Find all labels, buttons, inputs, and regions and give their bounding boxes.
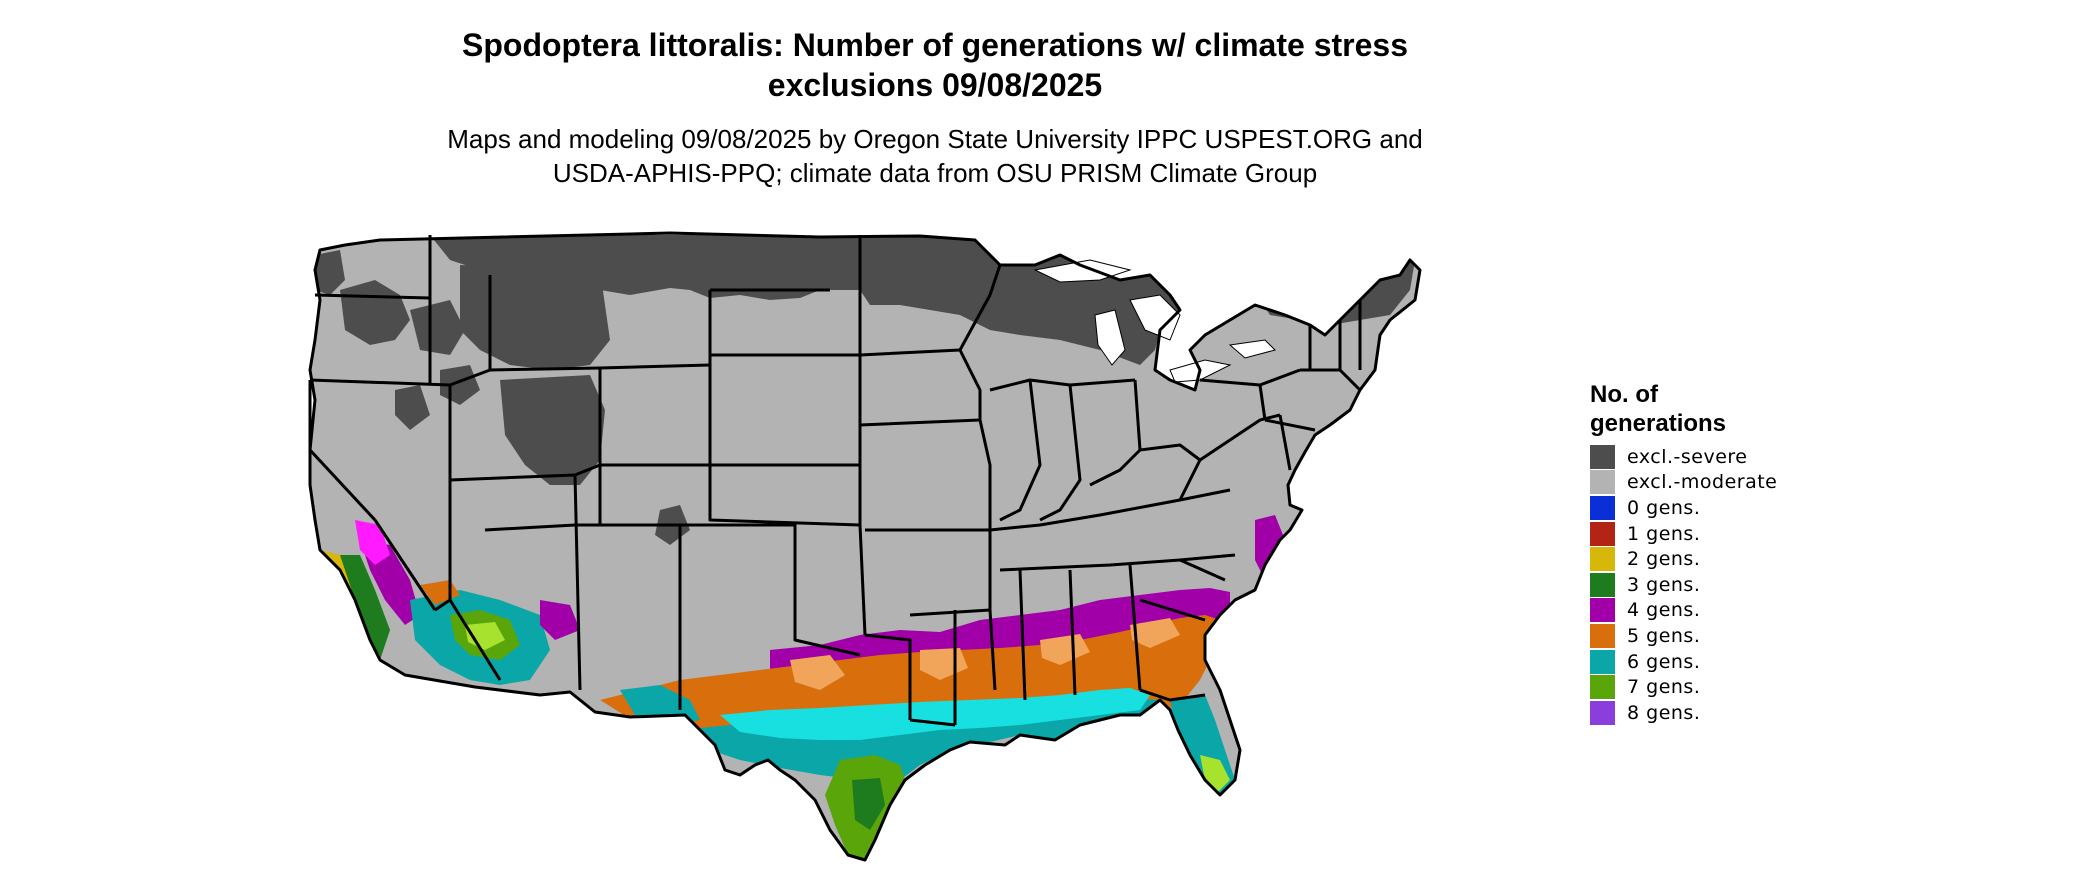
zone-4-gens bbox=[770, 588, 1230, 675]
legend-swatch bbox=[1590, 547, 1615, 572]
legend-item: 6 gens. bbox=[1590, 649, 1830, 675]
legend-label: 4 gens. bbox=[1627, 599, 1701, 622]
legend-item: excl.-severe bbox=[1590, 444, 1830, 470]
legend-swatch bbox=[1590, 521, 1615, 546]
legend-label: 5 gens. bbox=[1627, 624, 1701, 647]
legend-swatch bbox=[1590, 572, 1615, 597]
legend-swatch bbox=[1590, 598, 1615, 623]
map-title: Spodoptera littoralis: Number of generat… bbox=[0, 25, 1870, 105]
legend-item: 1 gens. bbox=[1590, 521, 1830, 547]
legend-swatch bbox=[1590, 700, 1615, 725]
state-borders bbox=[308, 231, 1422, 862]
legend-item: excl.-moderate bbox=[1590, 470, 1830, 496]
legend-item: 4 gens. bbox=[1590, 598, 1830, 624]
zone-florida-7-gens bbox=[1200, 755, 1230, 792]
legend-swatch bbox=[1590, 495, 1615, 520]
legend-label: 3 gens. bbox=[1627, 573, 1701, 596]
legend-title: No. of generations bbox=[1590, 380, 1830, 438]
legend-swatch bbox=[1590, 675, 1615, 700]
map-legend: No. of generations excl.-severe excl.-mod… bbox=[1590, 380, 1830, 726]
legend-title-line-1: No. of bbox=[1590, 381, 1658, 408]
map-subtitle: Maps and modeling 09/08/2025 by Oregon S… bbox=[0, 122, 1870, 190]
legend-label: 2 gens. bbox=[1627, 548, 1701, 571]
legend-item: 0 gens. bbox=[1590, 495, 1830, 521]
us-generations-map bbox=[308, 231, 1422, 862]
legend-item: 3 gens. bbox=[1590, 572, 1830, 598]
legend-swatch bbox=[1590, 623, 1615, 648]
great-lakes bbox=[1033, 259, 1276, 383]
legend-title-line-2: generations bbox=[1590, 410, 1727, 437]
legend-item: 2 gens. bbox=[1590, 546, 1830, 572]
map-title-line-1: Spodoptera littoralis: Number of generat… bbox=[462, 27, 1408, 63]
legend-item: 5 gens. bbox=[1590, 623, 1830, 649]
legend-label: excl.-severe bbox=[1627, 445, 1748, 468]
legend-label: 8 gens. bbox=[1627, 701, 1701, 724]
legend-label: 6 gens. bbox=[1627, 650, 1701, 673]
legend-label: excl.-moderate bbox=[1627, 471, 1778, 494]
legend-label: 1 gens. bbox=[1627, 522, 1701, 545]
zone-6-gens-bright bbox=[720, 688, 1150, 740]
map-subtitle-line-1: Maps and modeling 09/08/2025 by Oregon S… bbox=[447, 124, 1423, 154]
legend-item: 7 gens. bbox=[1590, 674, 1830, 700]
zone-3-gens-texas bbox=[852, 778, 885, 830]
legend-swatch bbox=[1590, 470, 1615, 495]
map-subtitle-line-2: USDA-APHIS-PPQ; climate data from OSU PR… bbox=[552, 158, 1318, 188]
legend-swatch bbox=[1590, 649, 1615, 674]
legend-items: excl.-severe excl.-moderate 0 gens. 1 gens.… bbox=[1590, 444, 1830, 726]
legend-label: 7 gens. bbox=[1627, 676, 1701, 699]
map-title-line-2: exclusions 09/08/2025 bbox=[767, 67, 1103, 103]
legend-label: 0 gens. bbox=[1627, 496, 1701, 519]
legend-swatch bbox=[1590, 444, 1615, 469]
legend-item: 8 gens. bbox=[1590, 700, 1830, 726]
